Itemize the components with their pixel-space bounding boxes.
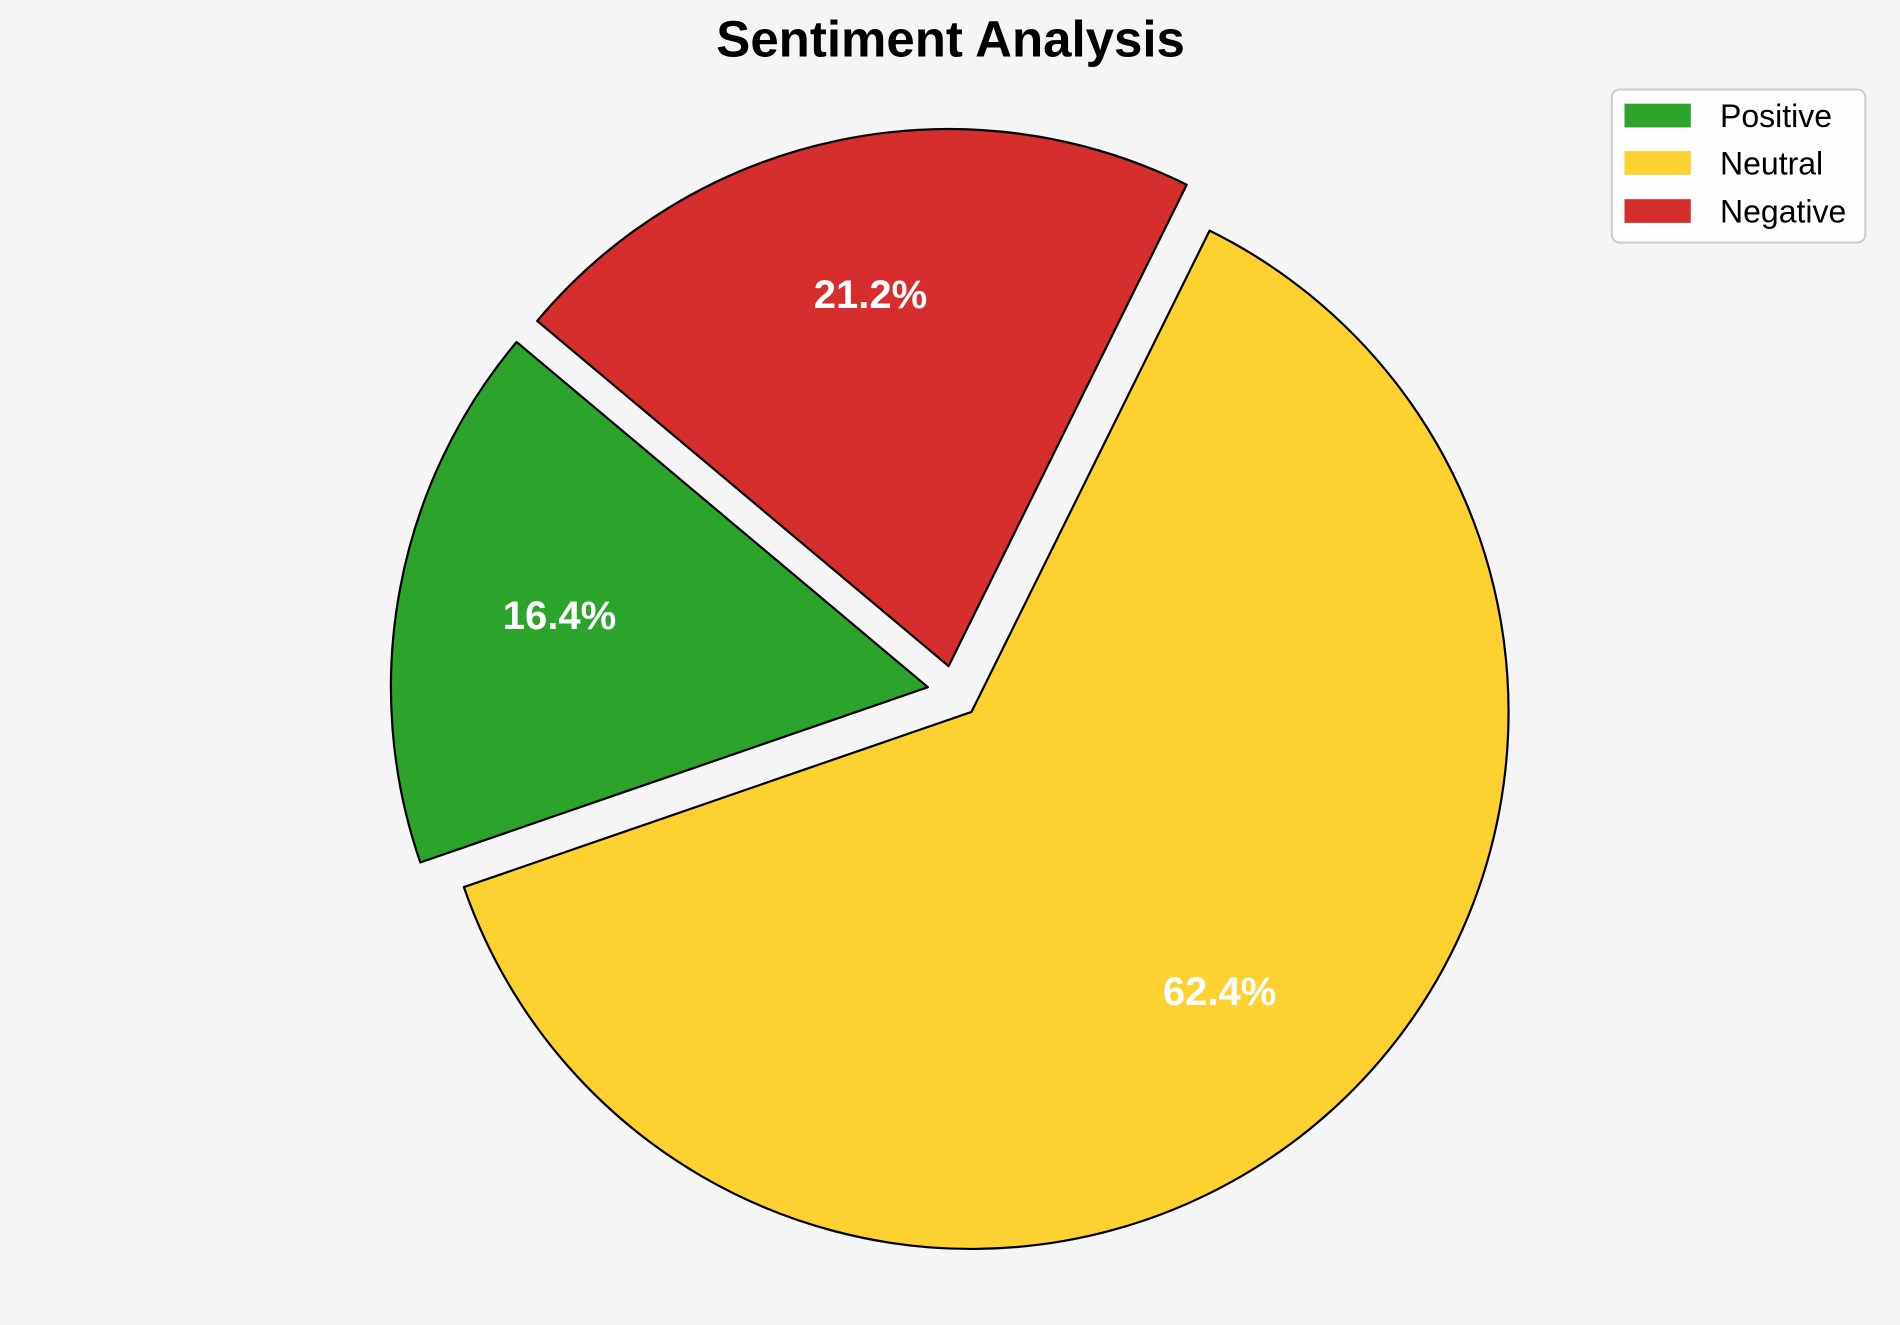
svg-text:16.4%: 16.4%	[503, 594, 616, 638]
svg-text:Negative: Negative	[1720, 194, 1846, 230]
svg-text:62.4%: 62.4%	[1163, 970, 1276, 1014]
svg-text:Positive: Positive	[1720, 98, 1832, 134]
svg-text:Neutral: Neutral	[1720, 145, 1823, 181]
svg-text:21.2%: 21.2%	[814, 273, 927, 317]
svg-text:Sentiment Analysis: Sentiment Analysis	[716, 10, 1185, 67]
